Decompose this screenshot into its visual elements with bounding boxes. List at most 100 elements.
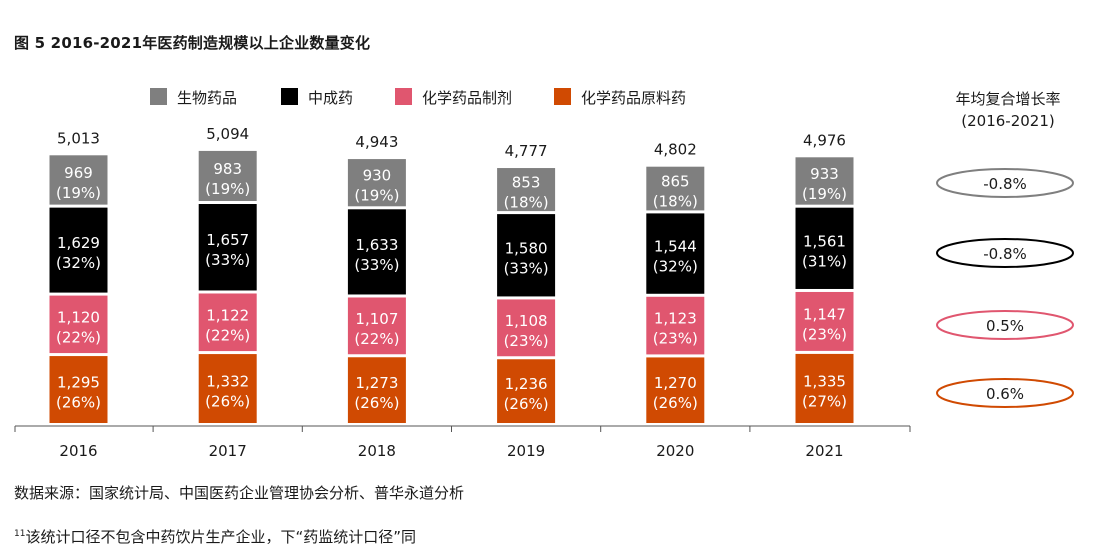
bar-value-label: 1,273 — [355, 374, 398, 392]
bar-segment — [795, 291, 854, 351]
bar-segment — [795, 353, 854, 423]
cagr-ellipse — [936, 168, 1074, 198]
bar-value-label: 865 — [661, 173, 690, 191]
bar-segment — [49, 207, 108, 293]
legend-label: 化学药品原料药 — [581, 89, 686, 107]
bar-segment — [646, 357, 705, 423]
bar-share-label: (27%) — [802, 392, 847, 410]
bar-value-label: 1,335 — [803, 372, 846, 390]
stacked-bar-chart: 1,295 (26%) 1,120 (22%) 1,629 (32%) 969 (19%) 5,… — [14, 88, 1074, 460]
bar-value-label: 1,544 — [654, 238, 697, 256]
bar-total-label: 5,013 — [57, 129, 100, 147]
cagr-header: 年均复合增长率 (2016-2021) — [928, 88, 1088, 132]
cagr-ellipse — [936, 238, 1074, 268]
bar-segment — [497, 214, 556, 297]
bar-share-label: (19%) — [354, 187, 399, 205]
bar-share-label: (23%) — [802, 325, 847, 343]
x-tick-label: 2017 — [209, 442, 247, 460]
bar-segment — [646, 296, 705, 355]
chart-title: 图 5 2016-2021年医药制造规模以上企业数量变化 — [14, 34, 371, 52]
bar-value-label: 1,270 — [654, 374, 697, 392]
cagr-value-label: 0.5% — [986, 317, 1024, 335]
bar-value-label: 930 — [363, 167, 392, 185]
bar-value-label: 1,561 — [803, 232, 846, 250]
bar-share-label: (18%) — [504, 194, 549, 212]
bar-total-label: 4,777 — [505, 142, 548, 160]
bar-segment — [198, 354, 257, 423]
bar-segment — [49, 356, 108, 423]
bar-segment — [646, 213, 705, 294]
legend-swatch — [150, 88, 167, 105]
bar-share-label: (19%) — [56, 184, 101, 202]
bar-share-label: (19%) — [205, 180, 250, 198]
bar-segment — [795, 207, 854, 289]
bar-share-label: (33%) — [205, 251, 250, 269]
bar-segment — [198, 204, 257, 291]
bar-value-label: 1,657 — [206, 231, 249, 249]
cagr-header-line1: 年均复合增长率 — [955, 90, 1061, 108]
bar-total-label: 4,976 — [803, 131, 846, 149]
bar-share-label: (23%) — [504, 332, 549, 350]
bar-value-label: 1,332 — [206, 373, 249, 391]
bar-value-label: 1,236 — [505, 375, 548, 393]
bar-total-label: 5,094 — [206, 125, 249, 143]
bar-total-label: 4,802 — [654, 141, 697, 159]
bar-share-label: (32%) — [56, 254, 101, 272]
cagr-value-label: -0.8% — [983, 175, 1027, 193]
bar-segment — [497, 299, 556, 357]
x-tick-label: 2016 — [59, 442, 97, 460]
bar-share-label: (26%) — [504, 395, 549, 413]
bar-segment — [497, 168, 556, 212]
bar-segment — [49, 295, 108, 354]
legend-label: 中成药 — [308, 89, 353, 107]
bar-segment — [347, 209, 406, 295]
bar-segment — [795, 157, 854, 205]
bar-value-label: 1,295 — [57, 374, 100, 392]
legend-swatch — [281, 88, 298, 105]
bar-value-label: 1,580 — [505, 239, 548, 257]
bar-segment — [198, 150, 257, 202]
bar-share-label: (33%) — [354, 256, 399, 274]
footnote: 11该统计口径不包含中药饮片生产企业，下“药监统计口径”同 — [14, 526, 416, 547]
bar-share-label: (19%) — [802, 185, 847, 203]
bar-value-label: 1,147 — [803, 305, 846, 323]
x-tick-label: 2020 — [656, 442, 694, 460]
bar-share-label: (26%) — [205, 393, 250, 411]
legend-swatch — [554, 88, 571, 105]
bar-value-label: 1,108 — [505, 312, 548, 330]
x-tick-label: 2018 — [358, 442, 396, 460]
bar-segment — [347, 297, 406, 355]
bar-value-label: 983 — [213, 160, 242, 178]
x-tick-label: 2019 — [507, 442, 545, 460]
cagr-value-label: -0.8% — [983, 245, 1027, 263]
legend-swatch — [395, 88, 412, 105]
bar-value-label: 1,123 — [654, 310, 697, 328]
bar-segment — [646, 166, 705, 211]
bar-value-label: 853 — [512, 174, 541, 192]
bar-share-label: (22%) — [56, 328, 101, 346]
bar-share-label: (26%) — [56, 394, 101, 412]
bar-segment — [49, 155, 108, 205]
x-tick-label: 2021 — [805, 442, 843, 460]
bar-share-label: (26%) — [653, 394, 698, 412]
bar-share-label: (32%) — [653, 258, 698, 276]
bar-value-label: 1,107 — [355, 310, 398, 328]
bar-share-label: (22%) — [354, 330, 399, 348]
bar-value-label: 969 — [64, 164, 93, 182]
bar-share-label: (26%) — [354, 394, 399, 412]
bar-value-label: 1,120 — [57, 308, 100, 326]
cagr-ellipse — [936, 378, 1074, 408]
source-note: 数据来源：国家统计局、中国医药企业管理协会分析、普华永道分析 — [14, 484, 465, 502]
cagr-header-line2: (2016-2021) — [961, 112, 1055, 130]
bar-value-label: 1,629 — [57, 234, 100, 252]
bar-segment — [347, 159, 406, 207]
bar-value-label: 1,122 — [206, 306, 249, 324]
legend-label: 生物药品 — [177, 89, 237, 107]
bar-value-label: 933 — [810, 165, 839, 183]
bar-segment — [497, 359, 556, 423]
cagr-value-label: 0.6% — [986, 385, 1024, 403]
bar-share-label: (23%) — [653, 330, 698, 348]
bar-total-label: 4,943 — [355, 133, 398, 151]
bar-share-label: (22%) — [205, 326, 250, 344]
bar-share-label: (33%) — [504, 259, 549, 277]
